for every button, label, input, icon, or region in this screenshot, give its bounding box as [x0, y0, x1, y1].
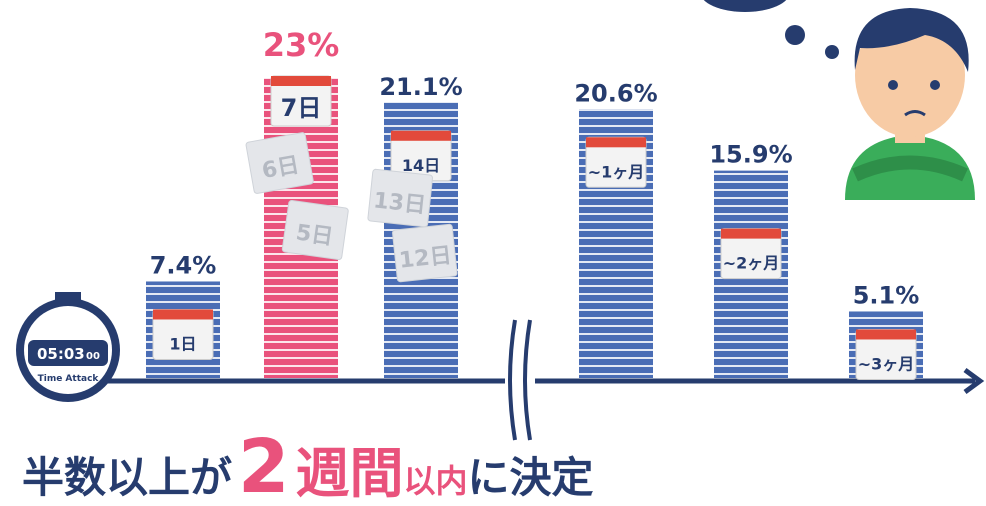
- calendar-header: [153, 309, 213, 320]
- value-label: 5.1%: [853, 281, 920, 309]
- stopwatch-caption: Time Attack: [38, 374, 100, 384]
- torn-page: [392, 223, 458, 283]
- headline-part: 以内: [404, 462, 468, 500]
- torn-page-label: 5日: [294, 220, 334, 250]
- value-label: 7.4%: [150, 251, 217, 279]
- headline-part: に決定: [468, 453, 594, 502]
- axis-arrow: [963, 367, 985, 395]
- calendar-label: ~3ヶ月: [858, 354, 915, 373]
- stopwatch: 05:03 00 Time Attack: [16, 292, 120, 402]
- calendar-label: 7日: [281, 94, 322, 122]
- torn-page: [367, 168, 433, 228]
- calendar-header: [856, 329, 916, 340]
- calendar-label: ~2ヶ月: [723, 254, 780, 273]
- thought-bubble: [703, 0, 787, 12]
- headline-part: 2: [238, 424, 290, 506]
- calendar-label: ~1ヶ月: [588, 162, 645, 181]
- calendar-label: 1日: [169, 334, 196, 353]
- value-label: 21.1%: [379, 73, 462, 101]
- headline-part: 半数以上が: [22, 453, 232, 502]
- calendar-header: [586, 137, 646, 148]
- stopwatch-time: 05:03: [37, 345, 85, 363]
- headline-part: 週間: [296, 442, 404, 505]
- axis-break: [508, 319, 532, 441]
- calendar-label: 14日: [402, 156, 440, 175]
- thought-bubble: [825, 45, 839, 59]
- torn-page-label: 13日: [372, 188, 427, 218]
- person-illustration: [845, 8, 975, 200]
- calendar-header: [721, 228, 781, 239]
- value-label: 23%: [263, 26, 340, 64]
- thought-bubble: [785, 25, 805, 45]
- stopwatch-sub: 00: [86, 351, 100, 362]
- torn-page-label: 12日: [398, 243, 453, 273]
- torn-page: [281, 199, 349, 261]
- torn-page: [245, 132, 314, 194]
- calendar-header: [391, 130, 451, 141]
- value-label: 20.6%: [574, 79, 657, 107]
- value-label: 15.9%: [709, 141, 792, 169]
- calendar-header: [271, 76, 331, 86]
- headline: 半数以上が2 週間以内に決定: [22, 424, 594, 506]
